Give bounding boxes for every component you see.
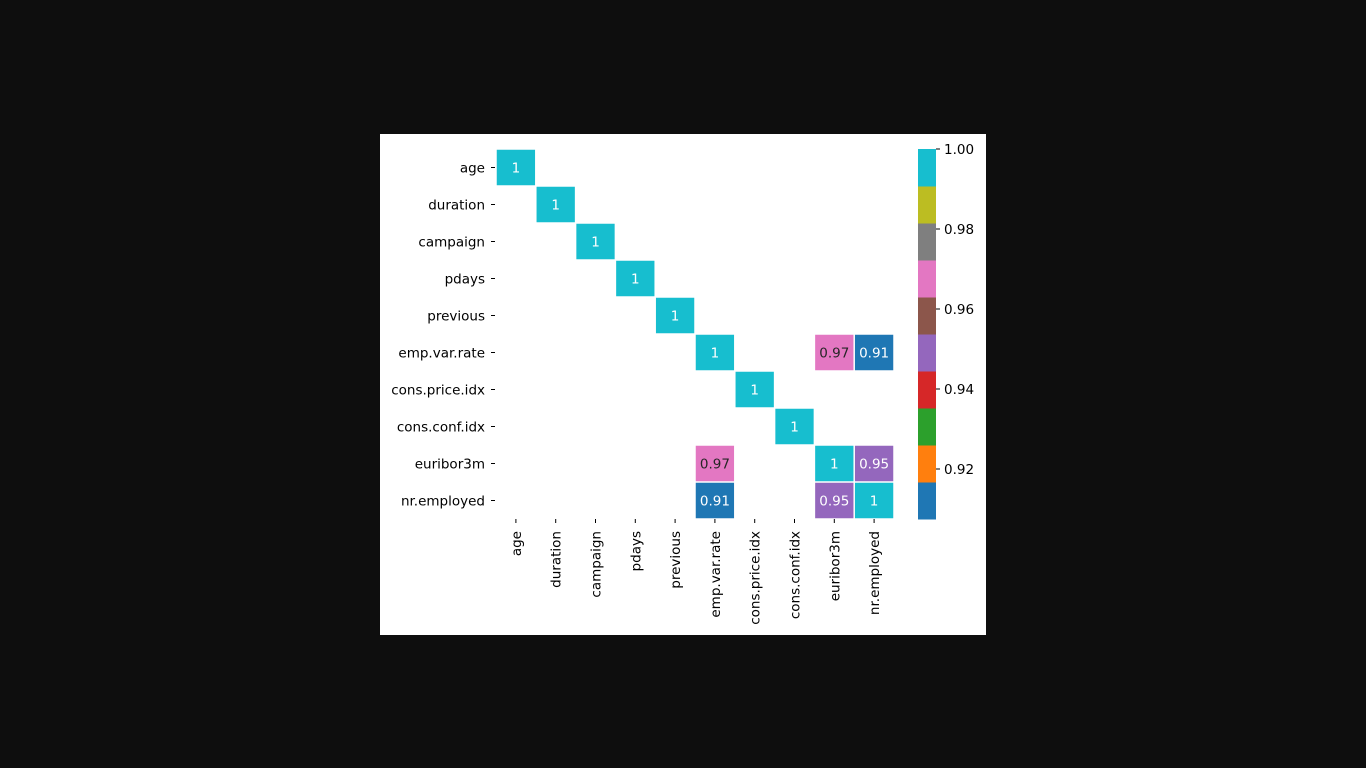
cell-value-label: 1 [671,309,680,325]
y-tick-label: campaign [418,235,485,251]
heatmap-cell [854,334,894,371]
y-tick-label: duration [428,198,485,214]
cell-value-label: 0.97 [819,346,849,362]
colorbar-segment [918,260,936,298]
heatmap-cell [815,482,854,519]
colorbar-segment [918,334,936,372]
colorbar-segment [918,186,936,224]
colorbar-tick-label: 0.96 [944,302,974,318]
cell-value-label: 0.95 [819,494,849,510]
heatmap-figure: 1 1 1 1 1 1 0.97 0.91 1 1 0.97 1 0.95 0.91 0.95 1 age du… [380,134,986,635]
cell-value-label: 1 [711,346,720,362]
colorbar-tick-label: 0.98 [944,222,974,238]
y-tick-label: nr.employed [401,494,485,510]
colorbar-segment [918,223,936,261]
x-tick-label: emp.var.rate [708,531,724,618]
heatmap-cell [854,445,894,482]
heatmap-cell [775,408,814,445]
x-tick-label: pdays [628,531,644,571]
y-tick-label: cons.conf.idx [397,420,485,436]
heatmap-cell [655,297,695,334]
cell-value-label: 1 [790,420,799,436]
x-tick-label: campaign [589,531,605,598]
colorbar-tick-label: 1.00 [944,142,974,158]
y-tick-label: age [460,161,485,177]
colorbar-segment [918,408,936,446]
colorbar-segment [918,371,936,409]
cell-value-label: 0.95 [859,457,889,473]
colorbar-segment [918,149,936,187]
heatmap-cell [695,334,735,371]
cell-value-label: 1 [551,198,560,214]
y-tick-label: cons.price.idx [391,383,485,399]
x-tick-label: cons.conf.idx [788,531,804,619]
cell-value-label: 1 [750,383,759,399]
colorbar-tick-label: 0.94 [944,382,974,398]
x-tick-label: previous [668,531,684,589]
y-tick-label: euribor3m [415,457,485,473]
colorbar-tick-label: 0.92 [944,462,974,478]
cell-value-label: 1 [512,161,521,177]
heatmap-cell [854,482,894,519]
colorbar-segment [918,297,936,335]
cell-value-label: 0.91 [859,346,889,362]
cell-value-label: 1 [830,457,839,473]
y-tick-label: pdays [445,272,485,288]
correlation-heatmap: 1 1 1 1 1 1 0.97 0.91 1 1 0.97 1 0.95 0.91 0.95 1 age du… [391,142,974,625]
heatmap-cell [576,223,615,260]
x-tick-label: age [509,531,525,556]
cell-value-label: 1 [870,494,879,510]
x-tick-label: duration [549,531,565,588]
cell-value-label: 1 [591,235,600,251]
colorbar-segment [918,445,936,483]
heatmap-cell [815,334,854,371]
heatmap-cell [815,445,854,482]
cell-value-label: 0.91 [700,494,730,510]
x-tick-label: cons.price.idx [748,531,764,625]
y-tick-label: previous [427,309,485,325]
heatmap-cell [695,445,735,482]
x-tick-label: euribor3m [827,531,843,601]
heatmap-cell [616,260,655,297]
x-tick-label: nr.employed [867,531,883,615]
heatmap-cell [536,186,575,223]
cell-value-label: 1 [631,272,640,288]
heatmap-cell [496,149,536,186]
heatmap-cell [695,482,735,519]
y-tick-label: emp.var.rate [398,346,485,362]
colorbar-segment [918,482,936,520]
heatmap-cell [735,371,774,408]
cell-value-label: 0.97 [700,457,730,473]
